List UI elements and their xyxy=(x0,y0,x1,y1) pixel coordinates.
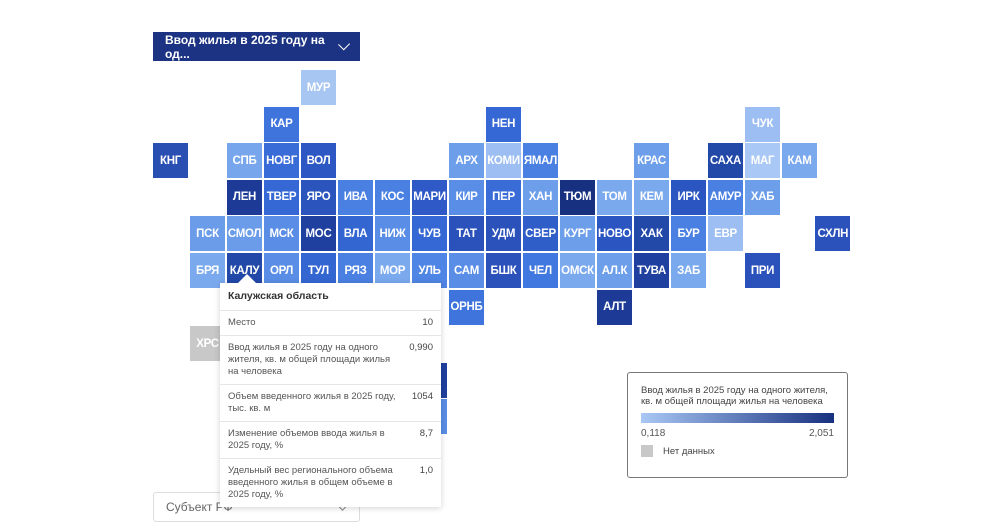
region-tile[interactable]: КОМИ xyxy=(486,143,521,179)
region-tile[interactable]: ЧЕЛ xyxy=(523,253,558,288)
legend-max: 2,051 xyxy=(808,428,834,439)
legend: Ввод жилья в 2025 году на одного жителя,… xyxy=(627,372,848,478)
tooltip-row-label: Удельный вес регионального объема введен… xyxy=(228,465,393,500)
tooltip-row-value: 10 xyxy=(422,317,433,328)
tooltip-row: Ввод жилья в 2025 году на одного жителя,… xyxy=(220,336,441,385)
region-tile[interactable]: ЛЕН xyxy=(227,179,262,215)
region-tile[interactable]: ЧУК xyxy=(745,106,780,142)
region-tile[interactable]: ПЕР xyxy=(486,179,521,215)
region-tile[interactable]: АЛ.К xyxy=(597,253,632,288)
region-tooltip: Калужская область Место 10 Ввод жилья в 20… xyxy=(220,274,441,507)
region-tile[interactable]: САХА xyxy=(708,143,743,179)
region-tile[interactable]: ЗАБ xyxy=(671,253,706,288)
region-tile[interactable]: ОРЛ xyxy=(264,253,299,288)
tooltip-row-label: Место xyxy=(228,317,256,328)
no-data-label: Нет данных xyxy=(663,445,715,457)
region-tile[interactable]: САМ xyxy=(449,253,484,288)
region-tile[interactable]: ОМСК xyxy=(560,253,595,288)
region-tile[interactable]: КАМ xyxy=(782,143,817,179)
region-tile[interactable]: БШК xyxy=(486,253,521,288)
region-tile[interactable]: МУР xyxy=(301,70,336,105)
region-tile[interactable]: ХАБ xyxy=(745,179,780,215)
region-tile[interactable]: ВОЛ xyxy=(301,143,336,179)
region-tile[interactable]: ТУЛ xyxy=(301,253,336,288)
tooltip-row-label: Ввод жилья в 2025 году на одного жителя,… xyxy=(228,342,391,377)
region-tile[interactable]: КАЛУ xyxy=(227,253,262,288)
region-tile[interactable]: МСК xyxy=(264,216,299,252)
region-tile[interactable]: КЕМ xyxy=(634,179,669,215)
region-tile[interactable]: МОС xyxy=(301,216,336,252)
region-tile[interactable]: АРХ xyxy=(449,143,484,179)
region-tile[interactable]: ХАН xyxy=(523,179,558,215)
tooltip-title: Калужская область xyxy=(220,283,441,311)
region-tile[interactable]: КОС xyxy=(375,179,410,215)
tooltip-row-value: 1,0 xyxy=(419,465,433,476)
region-tile[interactable]: ТЮМ xyxy=(560,179,595,215)
tooltip-row: Объем введенного жилья в 2025 году, тыс.… xyxy=(220,385,441,422)
region-tile[interactable]: УЛЬ xyxy=(412,253,447,288)
region-tile[interactable]: НИЖ xyxy=(375,216,410,252)
region-tile[interactable]: ТВЕР xyxy=(264,179,299,215)
indicator-dropdown[interactable]: Ввод жилья в 2025 году на од... xyxy=(153,32,360,61)
region-tile[interactable]: ХАК xyxy=(634,216,669,252)
region-tile[interactable]: МОР xyxy=(375,253,410,288)
region-tile[interactable]: СМОЛ xyxy=(227,216,262,252)
region-tile[interactable]: ЧУВ xyxy=(412,216,447,252)
region-tile[interactable]: ТОМ xyxy=(597,179,632,215)
region-tile[interactable]: ЯМАЛ xyxy=(523,143,558,179)
region-tile[interactable]: КНГ xyxy=(153,143,188,179)
tooltip-row: Удельный вес регионального объема введен… xyxy=(220,459,441,507)
legend-min: 0,118 xyxy=(641,428,666,439)
region-tile[interactable]: ТАТ xyxy=(449,216,484,252)
region-tile[interactable]: КРАС xyxy=(634,143,669,179)
no-data-swatch xyxy=(641,445,653,457)
region-tile[interactable]: ХРС xyxy=(190,326,225,362)
tooltip-row-value: 1054 xyxy=(411,391,433,402)
region-tile[interactable]: ПРИ xyxy=(745,253,780,288)
region-tile[interactable]: НЕН xyxy=(486,106,521,142)
region-tile[interactable]: НОВГ xyxy=(264,143,299,179)
tooltip-row: Место 10 xyxy=(220,311,441,336)
legend-gradient xyxy=(641,413,834,423)
tooltip-row: Изменение объемов ввода жилья в 2025 год… xyxy=(220,422,441,459)
region-tile[interactable]: СПБ xyxy=(227,143,262,179)
region-tile[interactable]: ПСК xyxy=(190,216,225,252)
region-tile[interactable]: ВЛА xyxy=(338,216,373,252)
region-tile[interactable]: МАРИ xyxy=(412,179,447,215)
region-tile[interactable]: СВЕР xyxy=(523,216,558,252)
tooltip-row-value: 8,7 xyxy=(419,428,433,439)
region-tile[interactable]: РЯЗ xyxy=(338,253,373,288)
region-tile[interactable]: ОРНБ xyxy=(449,289,484,325)
tooltip-row-value: 0,990 xyxy=(409,342,433,353)
region-tile[interactable]: ЕВР xyxy=(708,216,743,252)
region-tile[interactable]: НОВО xyxy=(597,216,632,252)
region-tile[interactable]: АМУР xyxy=(708,179,743,215)
region-tile[interactable]: СХЛН xyxy=(815,216,851,252)
region-tile[interactable]: КИР xyxy=(449,179,484,215)
tooltip-row-label: Изменение объемов ввода жилья в 2025 год… xyxy=(228,428,385,451)
region-tile[interactable]: БУР xyxy=(671,216,706,252)
region-tile[interactable]: БРЯ xyxy=(190,253,225,288)
region-tile[interactable]: ИВА xyxy=(338,179,373,215)
subject-dropdown-placeholder: Субъект РФ xyxy=(166,500,233,514)
region-tile[interactable]: ЯРО xyxy=(301,179,336,215)
region-tile[interactable]: УДМ xyxy=(486,216,521,252)
legend-title: Ввод жилья в 2025 году на одного жителя,… xyxy=(641,385,828,407)
region-tile[interactable]: ТУВА xyxy=(634,253,669,288)
region-tile[interactable]: КУРГ xyxy=(560,216,595,252)
tooltip-row-label: Объем введенного жилья в 2025 году, тыс.… xyxy=(228,391,396,414)
region-tile[interactable]: АЛТ xyxy=(597,289,632,325)
region-tile[interactable]: КАР xyxy=(264,106,299,142)
region-tile[interactable]: МАГ xyxy=(745,143,780,179)
region-tile[interactable]: ИРК xyxy=(671,179,706,215)
indicator-dropdown-label: Ввод жилья в 2025 году на од... xyxy=(165,32,325,61)
